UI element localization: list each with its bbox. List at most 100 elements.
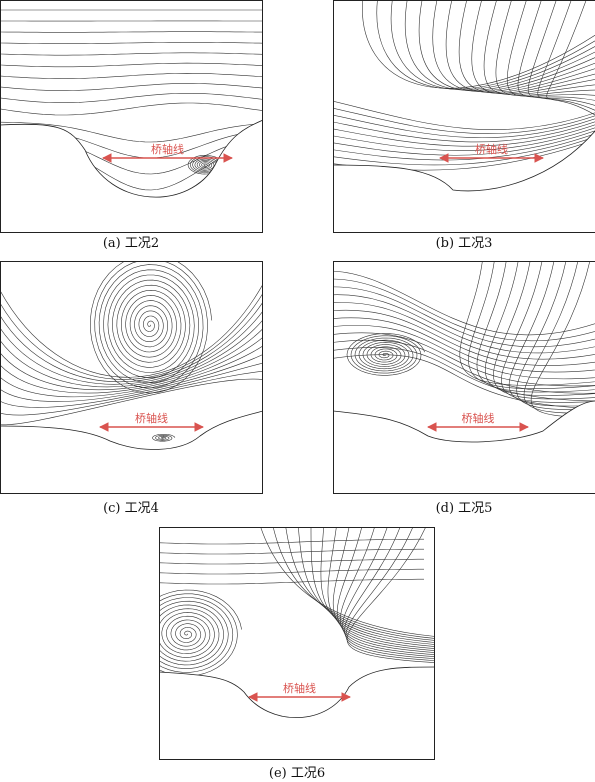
streamline — [333, 294, 595, 354]
streamlines — [333, 261, 595, 494]
panel-frame — [333, 261, 595, 494]
streamline — [516, 261, 595, 410]
streamline — [333, 309, 595, 366]
streamline — [0, 72, 263, 79]
panel-frame — [333, 0, 595, 233]
streamlines — [0, 9, 263, 233]
streamline — [333, 100, 595, 130]
streamline — [418, 0, 595, 92]
boundary — [0, 120, 263, 233]
streamline — [340, 527, 435, 655]
streamline — [159, 578, 424, 585]
streamline — [527, 0, 595, 106]
streamline — [501, 261, 595, 403]
streamline — [362, 0, 595, 89]
streamline — [0, 52, 263, 56]
streamline — [0, 42, 263, 44]
vortex — [152, 434, 176, 442]
streamline — [333, 354, 595, 409]
streamline — [390, 0, 595, 90]
streamline — [0, 283, 263, 378]
boundary — [159, 667, 435, 760]
boundary-line — [0, 119, 263, 198]
boundary — [333, 131, 595, 233]
streamline — [471, 0, 595, 95]
streamline — [333, 127, 595, 151]
streamline — [298, 527, 435, 643]
streamline — [333, 347, 595, 402]
streamline — [530, 261, 595, 418]
panel-caption: (a) 工况2 — [103, 236, 159, 251]
streamline — [333, 325, 595, 380]
streamline — [376, 0, 595, 90]
boundary-line — [0, 410, 263, 450]
streamline — [327, 527, 435, 649]
streamline — [346, 527, 435, 663]
streamline — [333, 121, 595, 143]
panel: 桥轴线 — [0, 0, 263, 233]
streamline — [483, 0, 595, 96]
streamline — [445, 0, 595, 93]
streamline — [0, 336, 263, 394]
axis-label: 桥轴线 — [151, 142, 184, 156]
panel-caption: (b) 工况3 — [436, 236, 493, 251]
streamline — [333, 278, 595, 342]
streamline — [0, 93, 263, 103]
axis-label: 桥轴线 — [462, 411, 495, 425]
boundary-line — [333, 400, 595, 443]
streamline — [344, 527, 435, 659]
streamline — [0, 83, 263, 91]
streamline — [0, 292, 263, 380]
streamline — [0, 102, 263, 116]
streamline — [432, 0, 595, 93]
vortex — [346, 333, 425, 376]
streamline — [523, 261, 595, 414]
streamline — [320, 527, 435, 647]
panel-caption: (e) 工况6 — [269, 766, 325, 781]
streamline — [404, 0, 595, 91]
streamline — [476, 261, 595, 393]
streamline — [345, 527, 435, 661]
streamline — [537, 0, 595, 111]
axis-label: 桥轴线 — [283, 681, 316, 695]
streamline — [0, 354, 263, 402]
streamline — [506, 0, 595, 97]
panel-frame — [0, 261, 263, 494]
streamline — [342, 527, 435, 657]
streamline — [0, 121, 263, 143]
streamline — [333, 339, 595, 394]
streamline — [0, 362, 263, 408]
streamline — [0, 327, 263, 391]
streamline — [333, 136, 595, 166]
streamline — [493, 261, 595, 400]
streamline — [332, 527, 435, 651]
boundary — [333, 401, 595, 494]
streamline — [333, 124, 595, 147]
streamline — [546, 0, 595, 116]
axis-label: 桥轴线 — [135, 411, 168, 425]
panel-caption: (d) 工况5 — [436, 501, 493, 516]
panel-frame — [0, 0, 263, 233]
streamline — [0, 31, 263, 33]
streamlines — [333, 0, 595, 233]
streamline — [336, 527, 435, 653]
panel-caption: (c) 工况4 — [103, 501, 159, 516]
panel: 桥轴线 — [333, 261, 595, 494]
panel: 桥轴线 — [333, 0, 595, 233]
streamline — [159, 548, 424, 555]
streamline — [459, 261, 595, 386]
streamline — [517, 0, 595, 101]
streamline — [285, 527, 435, 641]
panel-frame — [159, 527, 435, 760]
streamline — [0, 301, 263, 383]
streamline — [0, 319, 263, 388]
streamline — [159, 558, 424, 565]
streamlines — [0, 261, 263, 494]
streamline — [333, 114, 595, 139]
streamline — [272, 527, 435, 639]
streamline — [508, 261, 595, 407]
streamline — [310, 527, 435, 645]
streamline — [333, 107, 595, 134]
streamline — [159, 568, 424, 575]
